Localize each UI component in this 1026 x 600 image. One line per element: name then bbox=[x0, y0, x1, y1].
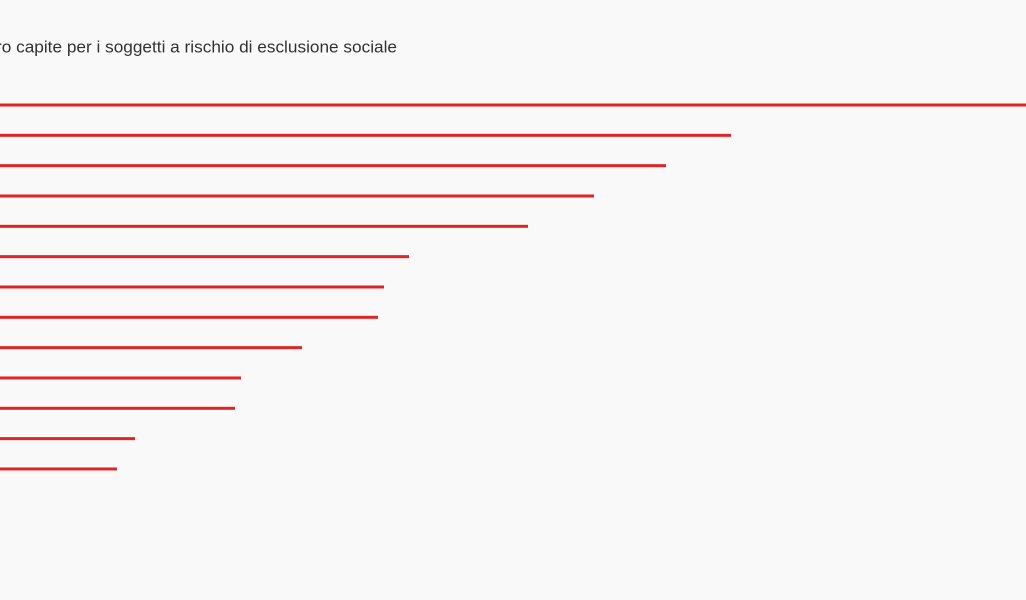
bar bbox=[0, 376, 241, 380]
bar bbox=[0, 194, 594, 198]
bar bbox=[0, 224, 528, 228]
bar bbox=[0, 437, 135, 441]
bar bbox=[0, 103, 1026, 107]
bar bbox=[0, 315, 378, 319]
bar bbox=[0, 285, 384, 289]
chart-title: ro capite per i soggetti a rischio di es… bbox=[0, 37, 397, 56]
bar bbox=[0, 255, 409, 259]
bar bbox=[0, 406, 235, 410]
bar bbox=[0, 346, 302, 350]
bar bbox=[0, 164, 666, 168]
bar bbox=[0, 133, 731, 137]
bar bbox=[0, 467, 117, 471]
